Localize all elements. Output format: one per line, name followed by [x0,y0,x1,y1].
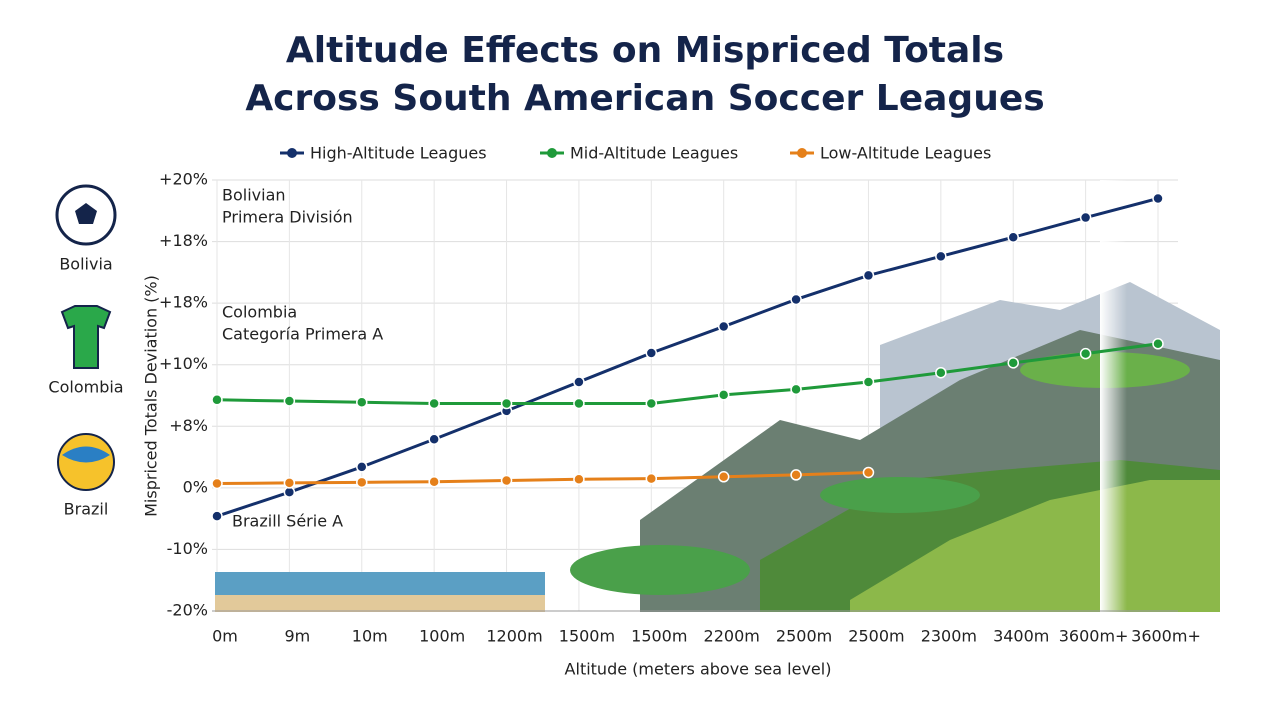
series-line [216,197,1159,518]
data-point [645,472,658,485]
data-point [1079,211,1092,224]
data-point [1007,357,1019,369]
x-tick-label: 100m [419,627,465,646]
y-tick-label: +18% [159,293,208,312]
legend-label: High-Altitude Leagues [310,144,487,163]
x-tick-label: 0m [212,627,238,646]
x-tick-label: 1500m [559,627,615,646]
legend-label: Mid-Altitude Leagues [570,144,738,163]
legend-marker [287,148,297,158]
data-point [211,394,223,406]
series-line [216,342,1159,406]
country-label: Brazil [64,500,109,519]
y-axis-label: Mispriced Totals Deviation (%) [142,275,161,517]
data-point [717,320,730,333]
annotation: Bolivian [222,186,286,205]
country-label: Colombia [48,378,123,397]
x-tick-label: 3600m+ [1131,627,1201,646]
x-tick-label: 2500m [848,627,904,646]
y-tick-label: +8% [169,416,208,435]
country-icons [55,184,117,491]
legend-label: Low-Altitude Leagues [820,144,991,163]
data-point [428,397,440,410]
data-point [935,250,947,263]
data-point [645,397,658,410]
x-tick-label: 9m [285,627,311,646]
x-tick-label: 1500m [631,627,687,646]
data-point [1152,338,1164,350]
country-label: Bolivia [59,255,112,274]
data-point [862,466,875,479]
data-point [283,477,296,489]
y-tick-label: -20% [167,601,208,620]
data-point [283,395,296,407]
data-point [428,433,440,445]
x-tick-label: 3600m+ [1059,627,1129,646]
x-tick-label: 3400m [993,627,1049,646]
x-tick-label: 10m [352,627,388,646]
data-point [500,474,513,487]
annotation: Brazill Série A [232,512,343,531]
chart-title: Altitude Effects on Mispriced Totals [286,30,1004,71]
data-point [862,376,875,388]
data-point [645,347,658,359]
data-point [573,473,585,485]
background-scene [215,180,1280,620]
x-tick-label: 2500m [776,627,832,646]
x-tick-label: 2300m [921,627,977,646]
data-point [356,476,368,489]
data-point [428,475,440,488]
data-point [1007,231,1019,244]
data-point [790,293,802,306]
annotation: Primera División [222,208,353,227]
data-point [790,383,802,396]
annotation: Categoría Primera A [222,325,383,344]
x-tick-label: 2200m [704,627,760,646]
x-tick-label: 1200m [486,627,542,646]
x-axis-label: Altitude (meters above sea level) [565,660,832,679]
data-point [862,269,875,282]
data-point [356,396,368,409]
series-line [216,470,869,486]
y-tick-label: +20% [159,170,208,189]
data-point [1152,192,1164,205]
data-point [573,376,585,388]
data-point [717,389,730,401]
data-point [935,366,947,379]
legend-marker [547,148,557,158]
data-point [500,397,513,410]
data-point [356,461,368,473]
chart-title: Across South American Soccer Leagues [245,78,1044,119]
y-tick-label: -10% [167,539,208,558]
legend-marker [797,148,807,158]
data-point [573,397,585,410]
y-tick-label: +10% [159,354,208,373]
y-tick-label: 0% [183,477,208,496]
y-tick-label: +18% [159,231,208,250]
annotation: Colombia [222,303,297,322]
data-point [211,477,223,490]
data-point [1079,347,1092,360]
data-point [211,510,223,522]
data-point [717,471,730,483]
data-point [790,469,802,481]
